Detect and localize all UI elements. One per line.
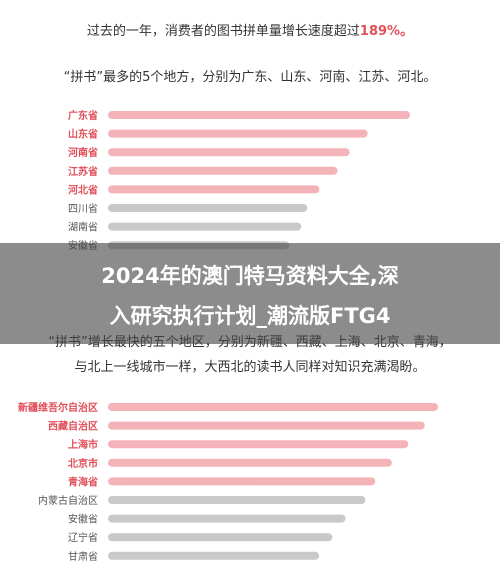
bar [108, 458, 392, 467]
category-label: 青海省 [68, 475, 98, 488]
category-label: 湖南省 [68, 221, 98, 234]
overlay-banner [0, 243, 500, 344]
category-label: 四川省 [68, 202, 98, 215]
bar [108, 403, 438, 411]
bar [108, 496, 366, 504]
banner-title-line1: 2024年的澳门特马资料大全,深 [101, 264, 399, 288]
banner-title-line2: 入研究执行计划_潮流版FTG4 [109, 304, 391, 328]
bar [108, 129, 368, 138]
category-label: 新疆维吾尔自治区 [18, 401, 98, 414]
headline-growth-percent: 189%。 [359, 24, 414, 39]
bar [108, 440, 409, 449]
headline-growth-text: 过去的一年，消费者的图书拼单量增长速度超过 [86, 24, 360, 39]
bar [108, 185, 320, 194]
bar [108, 166, 338, 175]
chart-most-group-buying-svg: 广东省山东省河南省江苏省河北省四川省湖南省安徽省 [68, 109, 410, 252]
headline-growth: 过去的一年，消费者的图书拼单量增长速度超过189%。 [0, 20, 500, 39]
top5-regions-caption: “拼书”最多的5个地方，分别为广东、山东、河南、江苏、河北。 [63, 70, 437, 85]
category-label: 江苏省 [68, 165, 98, 178]
bar [108, 421, 425, 430]
bar [108, 111, 410, 119]
northwest-caption: 与北上一线城市一样，大西北的读书人同样对知识充满渴盼。 [74, 360, 426, 375]
category-label: 广东省 [68, 109, 98, 122]
chart-fastest-growth: 新疆维吾尔自治区西藏自治区上海市北京市青海省内蒙古自治区安徽省辽宁省甘肃省 [0, 394, 500, 569]
bar [108, 222, 302, 231]
chart-most-group-buying: 广东省山东省河南省江苏省河北省四川省湖南省安徽省 [0, 104, 500, 254]
bar [108, 533, 333, 542]
category-label: 河南省 [68, 146, 98, 159]
category-label: 上海市 [68, 438, 98, 451]
category-label: 甘肃省 [68, 550, 98, 563]
category-label: 辽宁省 [68, 531, 98, 544]
category-label: 内蒙古自治区 [38, 494, 98, 507]
category-label: 安徽省 [68, 513, 98, 526]
category-label: 北京市 [68, 457, 98, 470]
category-label: 河北省 [68, 183, 98, 196]
bar [108, 477, 376, 486]
category-label: 西藏自治区 [48, 420, 98, 433]
bar [108, 514, 346, 523]
category-label: 山东省 [68, 128, 98, 141]
bar [108, 148, 350, 157]
bar [108, 551, 320, 560]
bar [108, 204, 308, 212]
